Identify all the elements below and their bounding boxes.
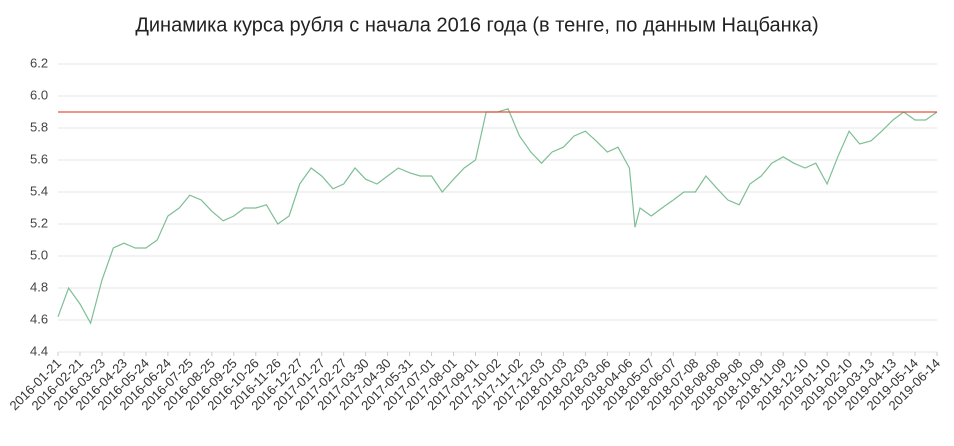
y-tick-label: 5.6 (30, 151, 48, 166)
y-tick-label: 4.6 (30, 311, 48, 326)
y-tick-label: 4.8 (30, 279, 48, 294)
y-tick-label: 4.4 (30, 343, 48, 358)
line (57, 108, 938, 325)
y-tick-label: 5.2 (30, 215, 48, 230)
y-tick-label: 5.4 (30, 183, 48, 198)
y-tick-label: 5.0 (30, 247, 48, 262)
y-tick-label: 6.0 (30, 87, 48, 102)
y-tick-label: 6.2 (30, 55, 48, 70)
y-tick-label: 5.8 (30, 119, 48, 134)
chart-title: Динамика курса рубля с начала 2016 года … (135, 14, 818, 36)
